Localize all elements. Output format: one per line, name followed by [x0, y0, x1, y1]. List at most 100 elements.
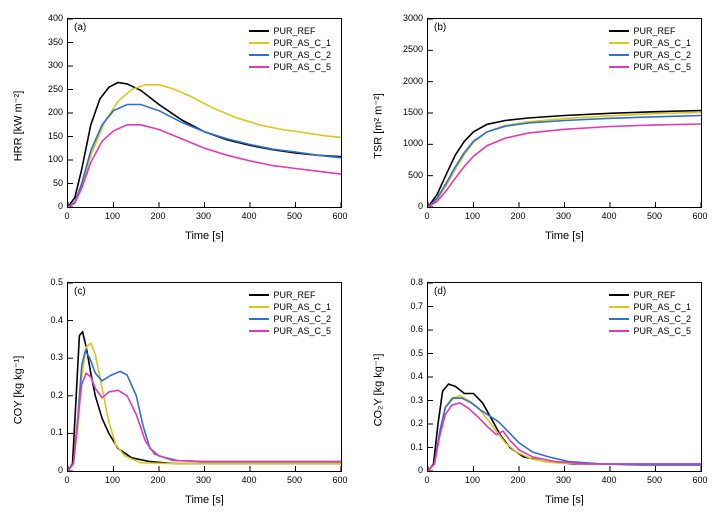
legend-swatch	[609, 66, 629, 68]
xtick-label: 600	[692, 211, 707, 221]
ytick-label: 200	[35, 107, 63, 117]
ytick-label: 0.5	[35, 277, 63, 287]
legend-label: PUR_REF	[633, 25, 675, 37]
panel-c: (c) COY [kg kg⁻¹] Time [s] 0100200300400…	[12, 272, 360, 508]
series-PUR_AS_C_2	[68, 105, 341, 208]
xtick-label: 600	[332, 211, 347, 221]
legend-swatch	[609, 330, 629, 332]
legend-item: PUR_AS_C_2	[609, 49, 691, 61]
ytick-label: 2500	[395, 44, 423, 54]
xtick-label: 600	[692, 475, 707, 485]
legend-d: PUR_REFPUR_AS_C_1PUR_AS_C_2PUR_AS_C_5	[604, 286, 696, 341]
xtick-label: 300	[196, 211, 211, 221]
figure-root: (a) HRR [kW m⁻²] Time [s] 0 100 200 300 400 5…	[0, 0, 728, 520]
ytick-label: 350	[35, 37, 63, 47]
legend-swatch	[249, 318, 269, 320]
legend-label: PUR_AS_C_1	[273, 37, 331, 49]
legend-label: PUR_AS_C_2	[633, 49, 691, 61]
ytick-label: 300	[35, 60, 63, 70]
panel-tag-d: (d)	[434, 286, 446, 297]
ytick-label: 0.7	[395, 301, 423, 311]
legend-swatch	[609, 318, 629, 320]
legend-label: PUR_REF	[633, 289, 675, 301]
legend-item: PUR_AS_C_5	[249, 61, 331, 73]
ytick-label: 0.1	[35, 427, 63, 437]
ytick-label: 0.1	[395, 442, 423, 452]
xtick-label: 300	[556, 475, 571, 485]
ytick-label: 0.3	[395, 395, 423, 405]
xtick-label: 500	[647, 211, 662, 221]
xtick-label: 500	[287, 475, 302, 485]
legend-item: PUR_AS_C_1	[609, 301, 691, 313]
legend-label: PUR_AS_C_2	[273, 313, 331, 325]
legend-swatch	[609, 42, 629, 44]
ytick-label: 0	[35, 465, 63, 475]
ytick-label: 0	[395, 201, 423, 211]
legend-item: PUR_AS_C_1	[249, 37, 331, 49]
legend-item: PUR_AS_C_2	[249, 313, 331, 325]
series-PUR_AS_C_2	[68, 351, 341, 471]
xtick-label: 100	[105, 475, 120, 485]
ytick-label: 0	[395, 465, 423, 475]
ytick-label: 1500	[395, 107, 423, 117]
series-PUR_AS_C_5	[68, 125, 341, 207]
legend-swatch	[249, 54, 269, 56]
xlabel-c: Time [s]	[67, 494, 342, 506]
xtick-label: 200	[150, 211, 165, 221]
panel-tag-b: (b)	[434, 22, 446, 33]
series-PUR_AS_C_1	[428, 112, 701, 207]
legend-swatch	[249, 306, 269, 308]
legend-swatch	[609, 30, 629, 32]
xlabel-d: Time [s]	[427, 494, 702, 506]
panel-tag-c: (c)	[74, 286, 86, 297]
legend-label: PUR_AS_C_1	[633, 37, 691, 49]
ytick-label: 100	[35, 154, 63, 164]
ytick-label: 500	[395, 170, 423, 180]
legend-label: PUR_AS_C_5	[273, 325, 331, 337]
ytick-label: 0.5	[395, 348, 423, 358]
xtick-label: 0	[424, 211, 429, 221]
series-PUR_REF	[68, 332, 341, 471]
series-PUR_REF	[428, 384, 701, 471]
ytick-label: 0.4	[395, 371, 423, 381]
ytick-label: 0.2	[35, 390, 63, 400]
panel-a: (a) HRR [kW m⁻²] Time [s] 01002003004005…	[12, 8, 360, 244]
legend-swatch	[249, 66, 269, 68]
ytick-label: 0.2	[395, 418, 423, 428]
xtick-label: 400	[601, 211, 616, 221]
legend-label: PUR_AS_C_2	[633, 313, 691, 325]
legend-item: PUR_REF	[249, 25, 331, 37]
ytick-label: 0.6	[395, 324, 423, 334]
ytick-label: 250	[35, 84, 63, 94]
ytick-label: 50	[35, 178, 63, 188]
xtick-label: 0	[424, 475, 429, 485]
panel-tag-a: (a)	[74, 22, 86, 33]
series-PUR_AS_C_1	[68, 343, 341, 471]
series-PUR_AS_C_1	[68, 85, 341, 207]
legend-item: PUR_AS_C_5	[609, 325, 691, 337]
legend-item: PUR_AS_C_2	[249, 49, 331, 61]
ytick-label: 2000	[395, 76, 423, 86]
xtick-label: 400	[601, 475, 616, 485]
ytick-label: 400	[35, 13, 63, 23]
legend-label: PUR_REF	[273, 289, 315, 301]
legend-item: PUR_REF	[609, 289, 691, 301]
xtick-label: 0	[64, 211, 69, 221]
legend-a: PUR_REFPUR_AS_C_1PUR_AS_C_2PUR_AS_C_5	[244, 22, 336, 77]
xlabel-b: Time [s]	[427, 230, 702, 242]
ytick-label: 0.8	[395, 277, 423, 287]
legend-swatch	[609, 54, 629, 56]
legend-c: PUR_REFPUR_AS_C_1PUR_AS_C_2PUR_AS_C_5	[244, 286, 336, 341]
series-PUR_AS_C_1	[428, 396, 701, 471]
xtick-label: 300	[556, 211, 571, 221]
xtick-label: 500	[647, 475, 662, 485]
ylabel-a: HRR [kW m⁻²]	[12, 91, 25, 162]
xtick-label: 400	[241, 475, 256, 485]
legend-swatch	[609, 294, 629, 296]
xtick-label: 600	[332, 475, 347, 485]
legend-item: PUR_AS_C_1	[249, 301, 331, 313]
legend-item: PUR_AS_C_5	[249, 325, 331, 337]
series-PUR_REF	[68, 83, 341, 208]
xtick-label: 200	[150, 475, 165, 485]
ytick-label: 0.4	[35, 315, 63, 325]
